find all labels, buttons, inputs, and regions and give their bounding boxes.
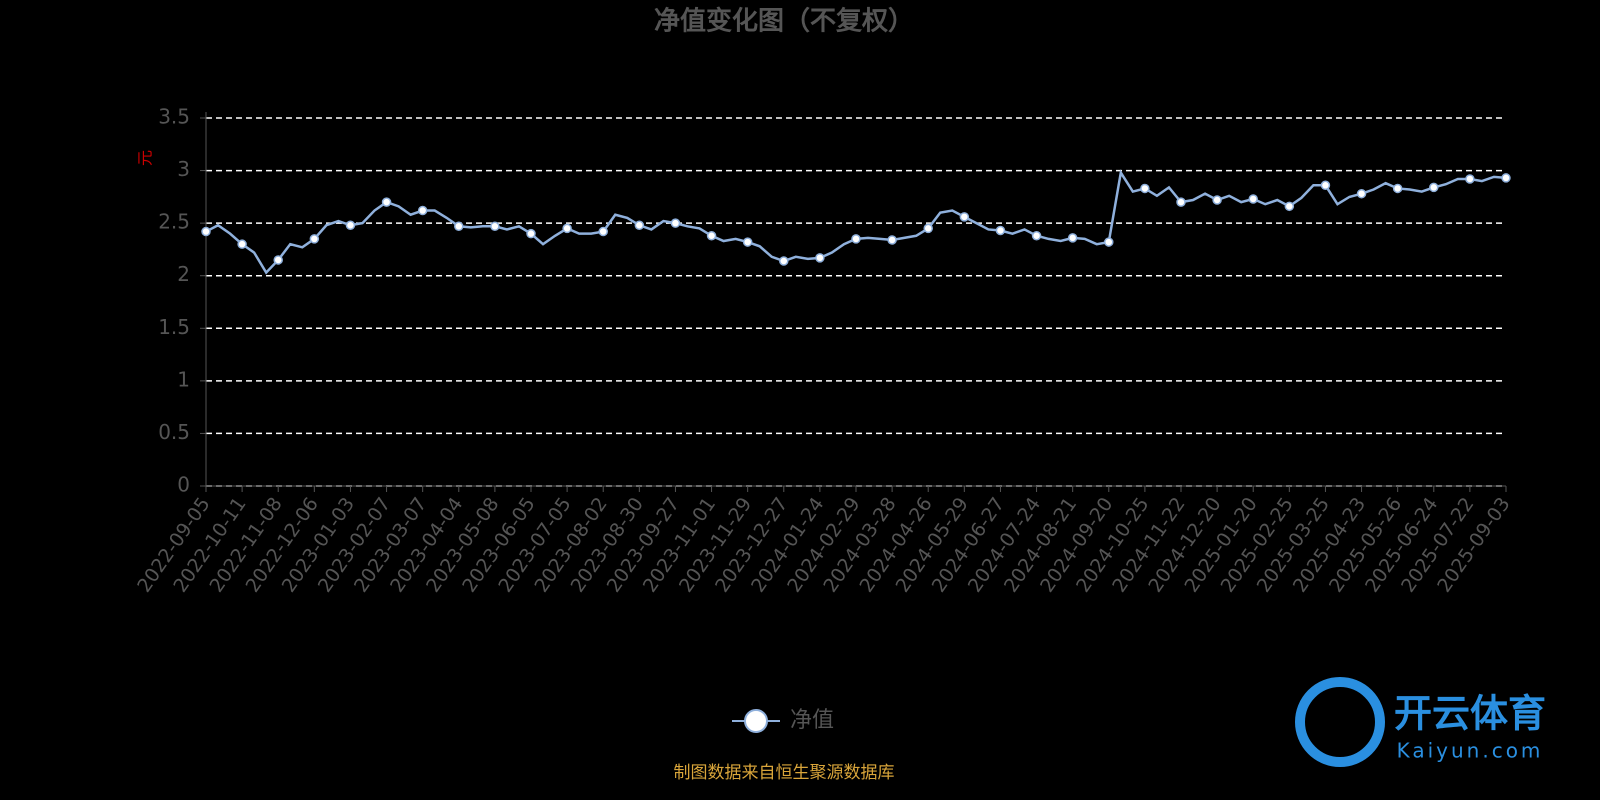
data-point [1104, 237, 1114, 247]
y-tick-label: 0.5 [158, 420, 190, 444]
watermark-site: Kaiyun.com [1397, 739, 1544, 763]
data-point [598, 226, 608, 237]
data-point [959, 212, 970, 222]
data-point [562, 223, 572, 234]
data-point [417, 205, 428, 216]
data-point [1320, 180, 1331, 191]
data-point [670, 218, 681, 228]
y-tick-label: 2 [177, 262, 190, 286]
data-point [995, 225, 1006, 236]
data-point [490, 221, 500, 232]
data-point [526, 228, 536, 239]
legend-marker [744, 709, 768, 733]
y-tick-label: 3.5 [158, 105, 190, 129]
data-point [742, 237, 753, 247]
chart-title: 净值变化图（不复权） [654, 6, 914, 37]
data-point [1031, 231, 1042, 241]
data-point [887, 235, 897, 245]
data-point [706, 231, 717, 241]
watermark-logo [1295, 677, 1385, 767]
data-point [381, 197, 392, 207]
data-point [1140, 183, 1150, 194]
y-tick-label: 0 [177, 473, 190, 497]
data-point [1392, 183, 1403, 194]
data-point [1248, 194, 1258, 204]
y-axis-label: 元 [136, 150, 155, 166]
data-point [815, 253, 825, 263]
data-point [1067, 233, 1078, 243]
watermark: 开云体育 Kaiyun.com [1295, 677, 1546, 767]
y-tick-label: 3 [177, 157, 190, 181]
data-point [851, 234, 861, 244]
watermark-brand: 开云体育 [1394, 692, 1546, 736]
data-point [1465, 174, 1475, 184]
data-point [201, 226, 211, 237]
y-tick-label: 1.5 [158, 315, 190, 339]
data-point [1501, 173, 1511, 183]
data-point [309, 234, 320, 244]
y-tick-label: 2.5 [158, 210, 190, 234]
data-point [345, 220, 356, 230]
data-point [1212, 195, 1222, 205]
y-tick-label: 1 [177, 367, 190, 391]
data-point [1356, 188, 1367, 199]
data-point [1284, 201, 1295, 212]
data-point [273, 255, 283, 265]
data-point [1429, 182, 1439, 193]
data-point [237, 239, 247, 249]
data-point [454, 221, 464, 232]
data-point [634, 220, 645, 230]
data-point [779, 256, 789, 266]
legend-label: 净值 [790, 708, 834, 733]
source-note: 制图数据来自恒生聚源数据库 [674, 763, 895, 783]
data-point [923, 223, 933, 234]
data-point [1176, 197, 1186, 207]
